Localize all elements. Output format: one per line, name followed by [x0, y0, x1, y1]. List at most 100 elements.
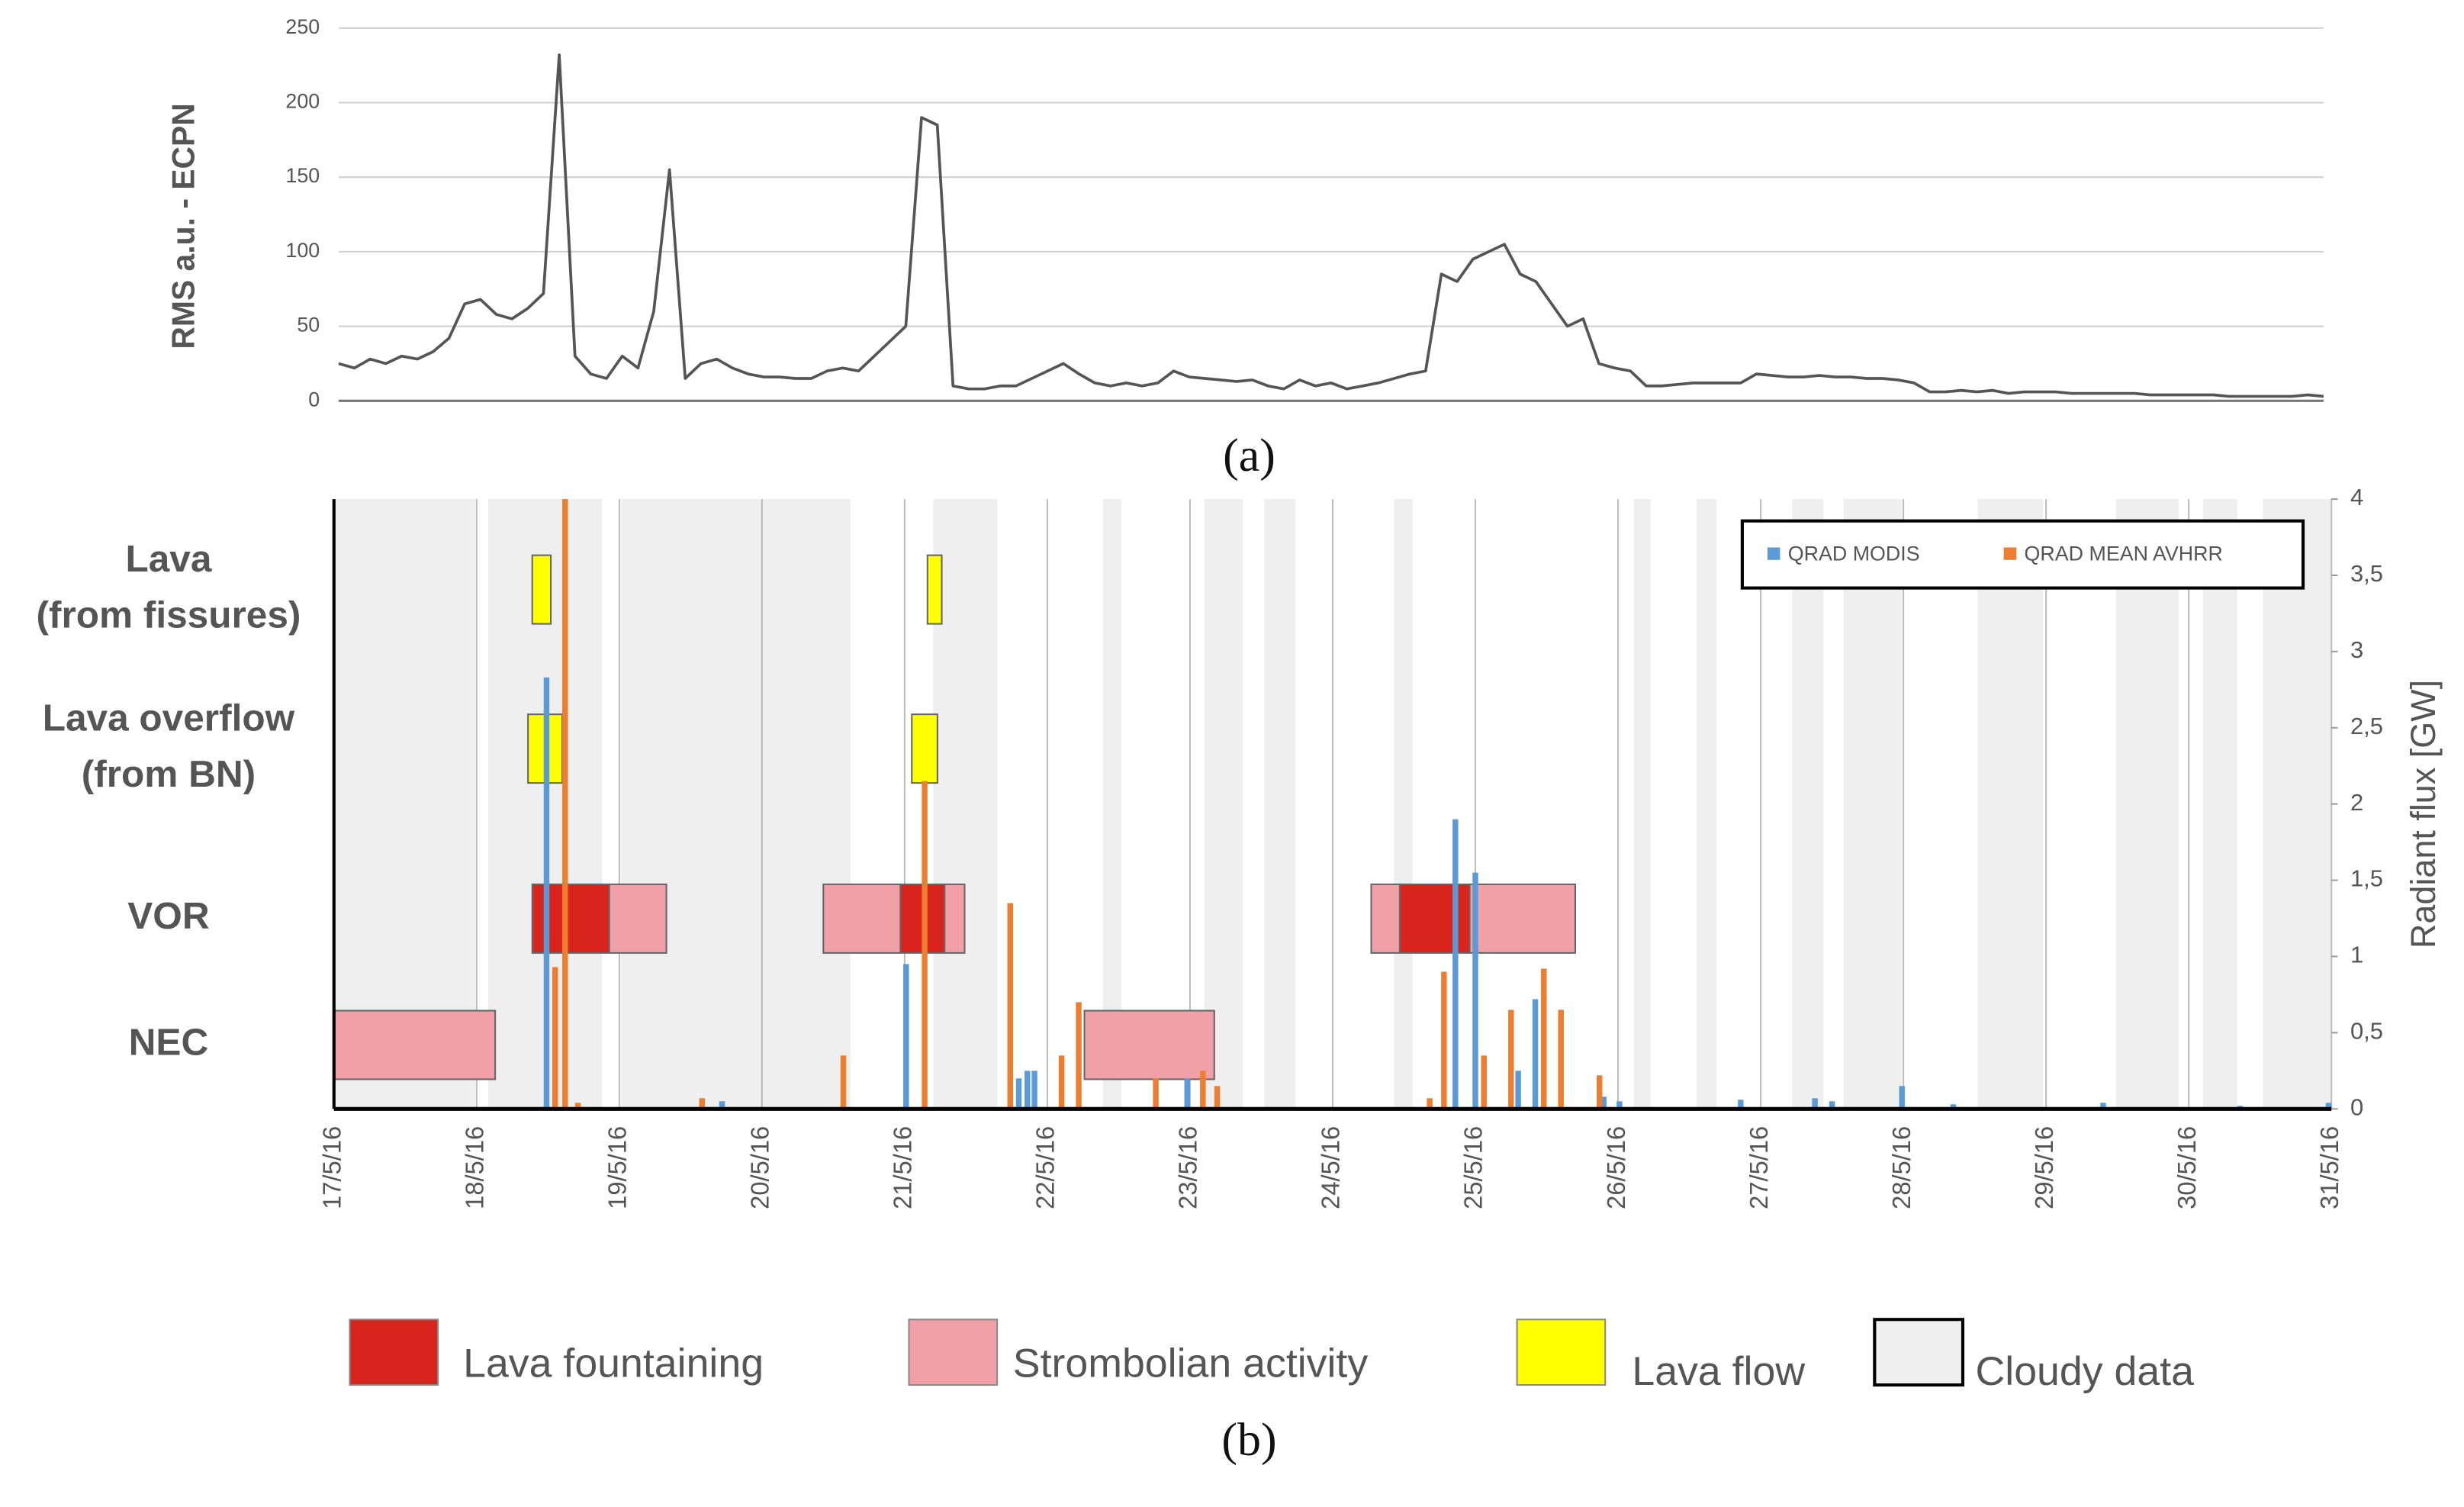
cloudy-band	[2263, 499, 2332, 1109]
flux-bar	[1452, 819, 1459, 1109]
cloudy-band	[933, 499, 998, 1109]
flux-bar	[1541, 968, 1547, 1109]
cloudy-band	[2202, 499, 2237, 1109]
x-tick-label: 29/5/16	[2030, 1126, 2058, 1209]
x-tick-label: 20/5/16	[745, 1126, 774, 1209]
flux-bar	[1007, 903, 1014, 1109]
y2-tick-label: 2	[2350, 789, 2363, 816]
x-tick-label: 18/5/16	[460, 1126, 488, 1209]
flux-bar	[1472, 872, 1478, 1109]
x-tick-label: 31/5/16	[2315, 1126, 2343, 1209]
flux-bar	[552, 967, 558, 1109]
activity-span	[822, 883, 902, 954]
y-tick-label: 250	[285, 15, 320, 38]
flux-bar	[1829, 1101, 1835, 1109]
row-label: NEC	[129, 1022, 209, 1064]
x-tick-label: 24/5/16	[1317, 1126, 1345, 1209]
y2-axis-label: Radiant flux [GW]	[2404, 680, 2443, 948]
flux-bar	[1812, 1098, 1818, 1109]
flux-bar	[1597, 1075, 1603, 1109]
cloudy-band	[1102, 499, 1122, 1109]
legend-swatch	[1767, 547, 1780, 560]
activity-span	[608, 883, 667, 954]
x-tick-label: 22/5/16	[1031, 1126, 1060, 1209]
y-tick-label: 200	[285, 90, 320, 113]
flux-bar	[922, 781, 928, 1109]
legend-label: QRAD MODIS	[1788, 543, 1920, 565]
cloudy-band	[1977, 499, 2044, 1109]
y-tick-label: 150	[285, 164, 320, 187]
cloudy-band	[1264, 499, 1296, 1109]
cloudy-band	[620, 499, 851, 1109]
flux-bar	[2100, 1103, 2106, 1109]
flux-bar	[1058, 1055, 1065, 1109]
x-tick-label: 30/5/16	[2173, 1126, 2201, 1209]
flux-bar	[2325, 1103, 2332, 1109]
row-label: Lava	[125, 538, 212, 580]
flux-bar	[1153, 1078, 1159, 1109]
activity-span	[911, 713, 938, 784]
y2-tick-label: 2,5	[2350, 713, 2383, 739]
y2-tick-label: 0,5	[2350, 1018, 2383, 1045]
y2-tick-label: 1,5	[2350, 865, 2383, 892]
y-tick-label: 50	[297, 314, 320, 336]
flux-bar	[1427, 1098, 1433, 1109]
legend-swatch	[349, 1319, 439, 1386]
y-axis-label: RMS a.u. - ECPN	[166, 103, 201, 349]
flux-bar	[699, 1098, 706, 1109]
activity-span	[944, 883, 966, 954]
x-tick-label: 25/5/16	[1459, 1126, 1488, 1209]
x-tick-label: 17/5/16	[317, 1126, 346, 1209]
flux-bar	[1200, 1071, 1206, 1109]
x-tick-label: 19/5/16	[603, 1126, 631, 1209]
flux-bar	[1950, 1104, 1957, 1109]
cloudy-band	[1843, 499, 1903, 1109]
legend-label: QRAD MEAN AVHRR	[2025, 543, 2223, 565]
activity-span	[531, 554, 552, 625]
x-tick-label: 28/5/16	[1887, 1126, 1916, 1209]
flux-bar	[1508, 1009, 1514, 1109]
flux-bar	[719, 1101, 725, 1109]
y2-tick-label: 3	[2350, 636, 2363, 663]
row-label: VOR	[127, 895, 209, 937]
flux-bar	[1899, 1086, 1905, 1109]
cloudy-band	[1633, 499, 1652, 1109]
flux-bar	[1738, 1100, 1744, 1109]
flux-bar	[543, 677, 550, 1109]
flux-bar	[1025, 1071, 1031, 1109]
legend-swatch	[1516, 1319, 1607, 1386]
legend-swatch	[908, 1319, 999, 1386]
activity-span	[1083, 1009, 1215, 1080]
x-tick-label: 26/5/16	[1602, 1126, 1630, 1209]
activity-span	[333, 1009, 497, 1080]
flux-bar	[562, 499, 568, 1109]
y2-tick-label: 1	[2350, 942, 2363, 968]
cloudy-band	[1792, 499, 1824, 1109]
flux-bar	[903, 964, 909, 1109]
legend-label: Lava fountaining	[463, 1341, 764, 1386]
cloudy-band	[2115, 499, 2179, 1109]
flux-bar	[1558, 1009, 1564, 1109]
flux-bar	[1076, 1002, 1082, 1109]
cloudy-band	[1696, 499, 1717, 1109]
row-label: (from fissures)	[36, 594, 301, 636]
legend-label: Strombolian activity	[1013, 1341, 1369, 1386]
flux-bar	[1616, 1101, 1623, 1109]
cloudy-band	[1204, 499, 1243, 1109]
flux-bar	[1031, 1071, 1037, 1109]
row-label: (from BN)	[82, 753, 256, 795]
legend-label: Lava flow	[1632, 1349, 1805, 1394]
y2-tick-label: 4	[2350, 484, 2363, 510]
flux-bar	[1015, 1078, 1022, 1109]
flux-bar	[1214, 1086, 1221, 1109]
flux-bar	[1532, 999, 1539, 1109]
activity-span	[1468, 883, 1576, 954]
y2-tick-label: 0	[2350, 1094, 2363, 1121]
flux-bar	[1515, 1071, 1521, 1109]
x-tick-label: 27/5/16	[1745, 1126, 1773, 1209]
flux-bar	[1184, 1078, 1190, 1109]
legend-label: Cloudy data	[1976, 1349, 2195, 1394]
y2-tick-label: 3,5	[2350, 560, 2383, 587]
legend-box	[1740, 519, 2305, 590]
